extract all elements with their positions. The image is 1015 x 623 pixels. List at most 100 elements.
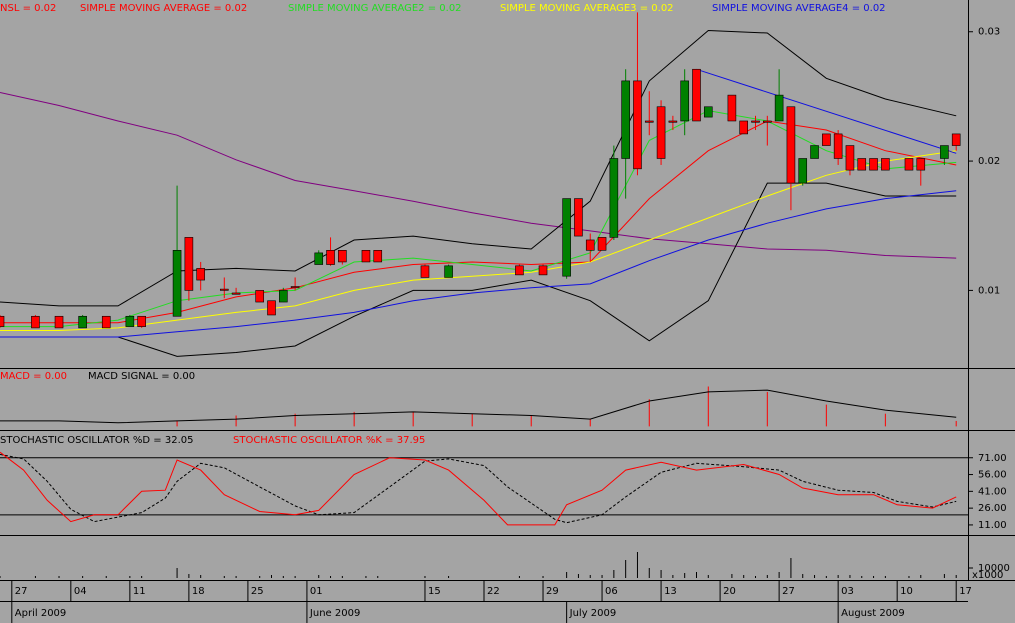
x-tick-label: 10 — [900, 586, 913, 597]
candle-body — [727, 94, 737, 122]
candle-body — [574, 198, 583, 237]
candle-body — [798, 158, 808, 184]
candle-body — [172, 250, 182, 317]
legend-entry: SIMPLE MOVING AVERAGE3 = 0.02 — [500, 3, 674, 14]
candle-body — [267, 300, 276, 316]
candle-body — [951, 133, 961, 146]
legend-entry: SIMPLE MOVING AVERAGE = 0.02 — [80, 3, 247, 14]
candle-body — [668, 120, 678, 123]
candle-body — [420, 265, 430, 278]
y-tick-label: 10000 — [978, 563, 1010, 574]
candle-body — [774, 94, 784, 122]
oscillator-line — [0, 453, 957, 524]
candle-body — [137, 315, 146, 327]
candle-body — [656, 106, 666, 159]
indicator-line — [696, 68, 957, 154]
candle-body — [751, 120, 760, 123]
candle-body — [361, 250, 371, 263]
candle-body — [786, 106, 796, 184]
legend-entry: MACD = 0.00 — [0, 371, 67, 382]
candle-body — [810, 145, 819, 159]
legend-entry: STOCHASTIC OSCILLATOR %K = 37.95 — [233, 435, 425, 446]
candle-body — [633, 80, 642, 170]
x-tick-label: 25 — [251, 586, 264, 597]
month-label: April 2009 — [15, 608, 66, 619]
month-label: June 2009 — [309, 608, 360, 619]
x-tick-label: 03 — [841, 586, 854, 597]
y-tick-label: 11.00 — [978, 520, 1007, 531]
indicator-line — [0, 190, 957, 338]
candle-body — [101, 315, 111, 329]
legend-entry: SIMPLE MOVING AVERAGE4 = 0.02 — [712, 3, 886, 14]
x-tick-label: 04 — [74, 586, 87, 597]
candle-body — [904, 158, 914, 171]
candle-body — [326, 250, 335, 265]
candle-body — [585, 239, 595, 251]
y-tick-label: 0.01 — [978, 285, 1000, 296]
x-tick-label: 27 — [15, 586, 28, 597]
candle-body — [881, 158, 890, 171]
candle-body — [562, 198, 571, 277]
candle-body — [290, 286, 300, 289]
indicator-line — [0, 150, 957, 331]
candle-body — [338, 250, 347, 263]
candle-body — [845, 145, 855, 171]
candle-body — [869, 158, 878, 171]
frame — [0, 0, 1015, 602]
x-tick-label: 11 — [133, 586, 146, 597]
candle-body — [219, 288, 229, 291]
candle-body — [680, 80, 689, 122]
candle-body — [31, 315, 40, 329]
unit-label: x1000 — [972, 570, 1003, 581]
candle-body — [692, 68, 701, 122]
x-tick-label: 27 — [782, 586, 795, 597]
candle-body — [916, 158, 926, 171]
candle-body — [644, 120, 654, 123]
candle-body — [78, 315, 87, 329]
x-tick-label: 06 — [605, 586, 618, 597]
x-tick-label: 13 — [664, 586, 677, 597]
y-tick-label: 0.03 — [978, 27, 1000, 38]
month-label: August 2009 — [841, 608, 905, 619]
legend-entry: STOCHASTIC OSCILLATOR %D = 32.05 — [0, 435, 194, 446]
legend-entry: SIMPLE MOVING AVERAGE2 = 0.02 — [288, 3, 462, 14]
y-tick-label: 56.00 — [978, 470, 1007, 481]
candle-body — [833, 133, 843, 159]
oscillator-line — [0, 451, 957, 526]
candle-body — [184, 237, 194, 291]
y-tick-label: 41.00 — [978, 486, 1007, 497]
candle-body — [314, 252, 324, 265]
x-tick-label: 17 — [959, 586, 972, 597]
candle-body — [940, 145, 949, 159]
chart-title: NSL = 0.02 — [0, 3, 56, 14]
indicator-line — [0, 92, 957, 259]
x-tick-label: 20 — [723, 586, 736, 597]
candle-body — [538, 265, 548, 276]
x-tick-label: 18 — [192, 586, 205, 597]
candle-body — [597, 237, 607, 251]
month-label: July 2009 — [569, 608, 617, 619]
candle-body — [373, 250, 383, 263]
legend-entry: MACD SIGNAL = 0.00 — [88, 371, 195, 382]
candle-body — [739, 120, 749, 135]
x-tick-label: 29 — [546, 586, 559, 597]
candle-body — [822, 133, 831, 146]
candle-body — [515, 265, 524, 276]
candle-body — [279, 290, 288, 303]
y-tick-label: 26.00 — [978, 503, 1007, 514]
candle-body — [444, 265, 453, 278]
indicator-line — [0, 29, 957, 307]
candle-body — [125, 315, 135, 327]
candle-body — [763, 120, 772, 123]
candle-body — [54, 315, 64, 329]
candle-body — [231, 292, 241, 295]
x-tick-label: 22 — [487, 586, 500, 597]
candle-body — [0, 315, 5, 327]
candle-body — [621, 80, 630, 159]
candle-body — [255, 290, 265, 303]
y-tick-label: 0.02 — [978, 156, 1000, 167]
signal-line — [0, 389, 957, 424]
